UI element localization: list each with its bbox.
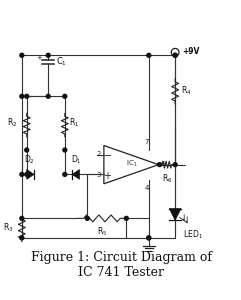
Text: R$_2$: R$_2$ [7,117,17,129]
Circle shape [25,172,29,176]
Polygon shape [104,146,159,184]
Circle shape [85,216,89,220]
Text: 6: 6 [161,161,165,167]
Text: LED$_1$: LED$_1$ [183,228,203,241]
Circle shape [124,216,128,220]
Circle shape [63,94,67,98]
Text: R$_3$: R$_3$ [3,222,13,234]
Polygon shape [27,169,34,179]
Text: R$_1$: R$_1$ [69,117,79,129]
Text: +: + [36,55,42,61]
Circle shape [147,236,151,240]
Circle shape [46,53,50,57]
Text: R$_4$: R$_4$ [181,84,191,97]
Text: C$_1$: C$_1$ [56,56,67,68]
Circle shape [147,236,151,240]
Circle shape [20,94,24,98]
Text: R$_5$: R$_5$ [97,225,107,238]
Polygon shape [169,208,181,220]
Circle shape [20,216,24,220]
Text: Figure 1: Circuit Diagram of
IC 741 Tester: Figure 1: Circuit Diagram of IC 741 Test… [31,251,212,279]
Text: 7: 7 [145,139,149,145]
Polygon shape [72,169,80,179]
Circle shape [173,53,177,57]
Text: $+$: $+$ [103,170,112,181]
Circle shape [63,172,67,176]
Text: 2: 2 [97,151,101,157]
Circle shape [20,236,24,240]
Circle shape [46,94,50,98]
Text: IC$_1$: IC$_1$ [126,159,138,169]
Text: $-$: $-$ [103,149,112,159]
Circle shape [173,163,177,167]
Text: D$_1$: D$_1$ [71,153,82,166]
Circle shape [20,172,24,176]
Text: R$_6$: R$_6$ [162,172,172,185]
Text: D$_2$: D$_2$ [24,153,35,166]
Circle shape [25,148,29,152]
Circle shape [25,94,29,98]
Circle shape [147,53,151,57]
Circle shape [20,53,24,57]
Circle shape [158,163,161,167]
Text: 3: 3 [96,172,101,178]
Circle shape [173,53,177,57]
Circle shape [171,48,179,56]
Text: 4: 4 [145,184,149,190]
Text: +9V: +9V [182,47,199,56]
Circle shape [63,148,67,152]
